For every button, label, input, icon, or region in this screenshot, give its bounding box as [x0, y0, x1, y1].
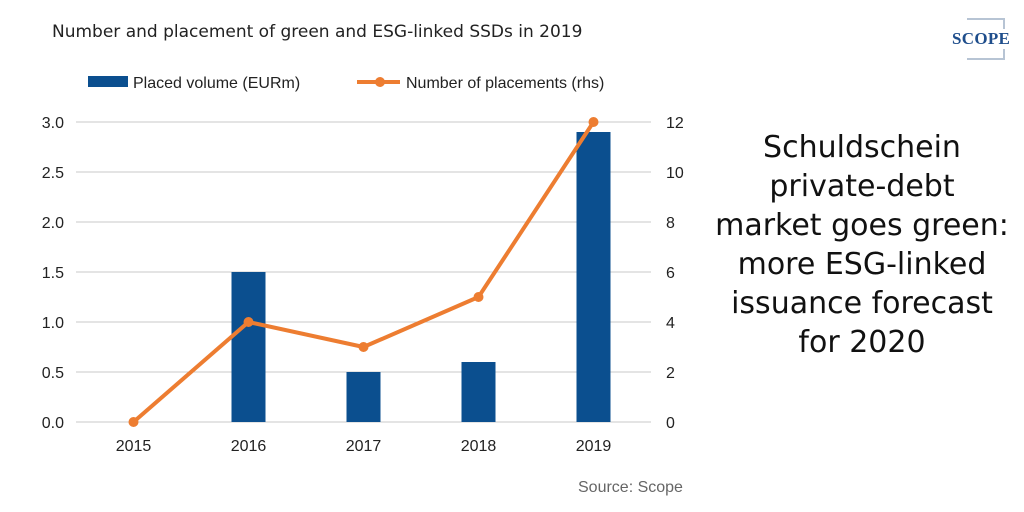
y-right-tick-label: 2 [666, 365, 675, 382]
y-left-tick-label: 2.0 [42, 215, 64, 232]
bar-2016 [231, 272, 266, 422]
y-right-tick-label: 10 [666, 165, 684, 182]
x-tick-label: 2017 [346, 438, 382, 455]
scope-logo: SCOPE [947, 16, 1017, 62]
y-right-tick-label: 4 [666, 315, 675, 332]
chart-title: Number and placement of green and ESG-li… [52, 22, 583, 42]
legend: Placed volume (EURm) Number of placement… [88, 75, 604, 92]
legend-label-bar: Placed volume (EURm) [133, 75, 300, 92]
y-axis-right: 0 2 4 6 8 10 12 [666, 115, 684, 432]
y-right-tick-label: 0 [666, 415, 675, 432]
y-right-tick-label: 6 [666, 265, 675, 282]
legend-swatch-bar [88, 76, 128, 87]
legend-marker-line [375, 77, 385, 87]
x-tick-label: 2015 [116, 438, 152, 455]
legend-label-line: Number of placements (rhs) [406, 75, 604, 92]
logo-text: SCOPE [950, 29, 1013, 49]
headline: Schuldschein private-debt market goes gr… [715, 130, 1009, 360]
y-right-tick-label: 12 [666, 115, 684, 132]
bar-series [231, 132, 611, 422]
x-tick-label: 2019 [576, 438, 612, 455]
y-left-tick-label: 1.0 [42, 315, 64, 332]
point-2018 [473, 292, 484, 302]
point-2015 [128, 417, 139, 427]
point-2016 [243, 317, 254, 327]
y-left-tick-label: 3.0 [42, 115, 64, 132]
y-left-tick-label: 1.5 [42, 265, 64, 282]
source-note: Source: Scope [578, 479, 683, 496]
line-series [128, 117, 599, 427]
y-axis-left: 0.0 0.5 1.0 1.5 2.0 2.5 3.0 [42, 115, 64, 432]
point-2017 [358, 342, 369, 352]
bar-2018 [461, 362, 496, 422]
bar-2019 [576, 132, 611, 422]
y-left-tick-label: 0.5 [42, 365, 64, 382]
y-left-tick-label: 2.5 [42, 165, 64, 182]
point-2019 [588, 117, 599, 127]
y-right-tick-label: 8 [666, 215, 675, 232]
bar-2017 [346, 372, 381, 422]
x-axis: 2015 2016 2017 2018 2019 [116, 438, 612, 455]
x-tick-label: 2016 [231, 438, 267, 455]
x-tick-label: 2018 [461, 438, 497, 455]
y-left-tick-label: 0.0 [42, 415, 64, 432]
